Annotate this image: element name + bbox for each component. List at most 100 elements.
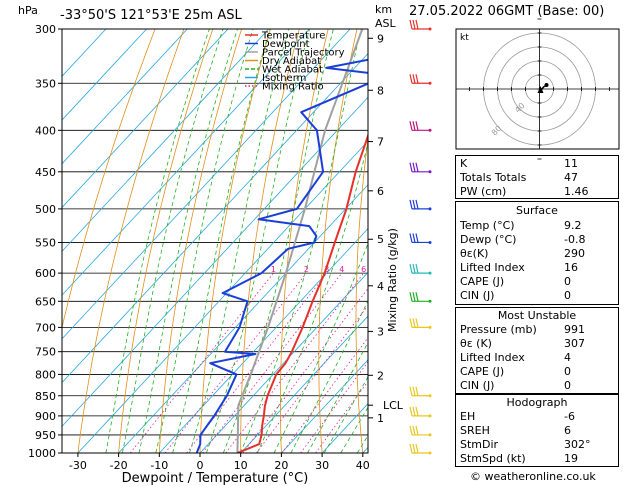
x-axis-label: Dewpoint / Temperature (°C) <box>122 471 309 486</box>
mixing-ratio-label: 25 <box>443 265 453 274</box>
legend-label: Temperature <box>261 31 325 42</box>
surface-key: Lifted Index <box>460 261 525 274</box>
wind-barb-feather <box>415 318 419 328</box>
wind-barb-feather <box>415 443 419 454</box>
wind-barb-feather <box>412 318 416 328</box>
parcel-trajectory-line <box>236 29 364 453</box>
wet-adiabat-line <box>223 29 334 453</box>
wind-barb-dot <box>428 271 432 275</box>
temperature-tick-label: 0 <box>197 459 204 472</box>
surface-value: 290 <box>564 247 585 260</box>
altitude-tick-label: 6 <box>377 185 384 198</box>
datetime-title: 27.05.2022 06GMT (Base: 00) <box>409 4 605 19</box>
pressure-tick-label: 1000 <box>28 447 56 460</box>
hodograph-row: StmSpd (kt) 19 <box>460 452 614 465</box>
temperature-tick-label: -30 <box>69 459 87 472</box>
pressure-tick-label: 650 <box>35 295 56 308</box>
index-row: PW (cm) 1.46 <box>460 185 614 198</box>
surface-title: Surface <box>516 204 558 217</box>
mixing-ratio-label: 8 <box>377 265 382 274</box>
wind-barb-dot <box>428 394 432 398</box>
index-key: Totals Totals <box>460 171 527 184</box>
storm-motion-marker <box>537 86 544 93</box>
altitude-tick-label: 9 <box>377 32 384 45</box>
index-value: 47 <box>564 171 578 184</box>
wet-adiabat-line <box>206 29 310 453</box>
hodograph-point <box>544 83 549 87</box>
altitude-tick-label: 7 <box>377 136 384 149</box>
isotherm-line <box>62 96 368 427</box>
temperature-line <box>237 132 368 453</box>
wind-barb-feather <box>412 162 416 172</box>
asl-label: ASL <box>375 17 397 30</box>
dry-adiabat-line <box>199 29 271 453</box>
wind-barb-feather <box>409 162 413 172</box>
wind-barb-feather <box>412 386 416 396</box>
wind-barb-feather <box>415 121 419 131</box>
wind-barb-dot <box>428 325 432 329</box>
wet-adiabat-line <box>189 29 289 453</box>
isotherm-line <box>62 52 368 384</box>
index-value: 11 <box>564 157 578 170</box>
mixing-ratio-label: 3 <box>324 265 329 274</box>
unstable-title: Most Unstable <box>497 309 577 322</box>
index-value: 1.46 <box>564 185 589 198</box>
isotherm-line <box>159 228 368 453</box>
wind-barb-feather <box>415 406 419 417</box>
hodograph-value: 6 <box>564 424 571 437</box>
pressure-tick-label: 500 <box>35 203 56 216</box>
lcl-label: LCL <box>383 399 404 412</box>
wind-barb-feather <box>415 233 419 243</box>
surface-table: Surface Temp (°C) 9.2 Dewp (°C) -0.8 θε(K)… <box>455 201 619 305</box>
hodograph-value: -6 <box>564 410 575 423</box>
temperature-tick-label: -10 <box>150 459 168 472</box>
dry-adiabat-line <box>62 29 156 330</box>
hodograph-key: StmSpd (kt) <box>460 452 526 465</box>
wind-barb-dot <box>428 81 432 85</box>
hodograph-row: SREH 6 <box>460 424 614 437</box>
isotherm-line <box>62 29 188 165</box>
wind-barb-feather <box>415 263 419 274</box>
wind-barb-feather <box>409 425 413 436</box>
unstable-value: 991 <box>564 323 585 336</box>
hpa-label: hPa <box>18 4 38 17</box>
wind-barb-feather <box>415 386 419 396</box>
wet-adiabat-line <box>307 341 368 453</box>
surface-key: CIN (J) <box>460 289 495 302</box>
wind-barb-feather <box>412 263 416 274</box>
index-row: Totals Totals 47 <box>460 171 614 184</box>
wet-adiabat-line <box>122 29 224 453</box>
isotherm-line <box>281 359 368 453</box>
wind-barb-feather <box>409 199 413 210</box>
isotherm-line <box>240 315 368 453</box>
mixing-ratio-label: 4 <box>339 265 344 274</box>
altitude-tick-label: 3 <box>377 325 384 338</box>
surface-value: 0 <box>564 289 571 302</box>
surface-value: 0 <box>564 275 571 288</box>
mixing-ratio-label: 6 <box>361 265 366 274</box>
dry-adiabat-line <box>355 135 368 453</box>
unstable-row: Lifted Index 4 <box>460 351 614 364</box>
surface-row: θε(K) 290 <box>460 247 614 260</box>
wet-adiabat-line <box>239 29 362 453</box>
pressure-tick-label: 700 <box>35 321 56 334</box>
wind-barb-feather <box>409 233 413 243</box>
wind-barb-feather <box>415 19 419 30</box>
unstable-key: Lifted Index <box>460 351 525 364</box>
hodograph-key: EH <box>460 410 476 423</box>
wind-barb-feather <box>412 425 416 436</box>
unstable-value: 307 <box>564 337 585 350</box>
unstable-value: 0 <box>564 365 571 378</box>
mixing-ratio-line <box>202 272 343 453</box>
index-key: PW (cm) <box>460 185 507 198</box>
pressure-tick-label: 300 <box>35 23 56 36</box>
hodograph-key: StmDir <box>460 438 499 451</box>
surface-row: Lifted Index 16 <box>460 261 614 274</box>
wind-barb-dot <box>428 451 432 455</box>
wind-barb-dot <box>428 27 432 31</box>
pressure-tick-label: 950 <box>35 429 56 442</box>
legend-label: Wet Adiabat <box>262 65 323 76</box>
unstable-row: Pressure (mb) 991 <box>460 323 614 336</box>
wind-barb-feather <box>412 199 416 210</box>
